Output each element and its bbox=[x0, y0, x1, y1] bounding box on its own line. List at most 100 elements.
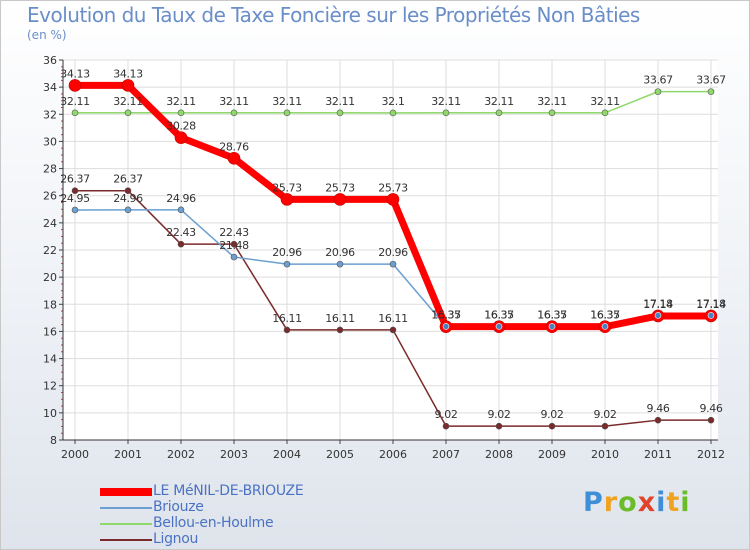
x-tick-label: 2002 bbox=[167, 448, 195, 461]
data-label-2: 32.11 bbox=[484, 95, 514, 108]
data-point-1-overlay bbox=[548, 323, 556, 330]
y-tick-label: 26 bbox=[43, 190, 57, 203]
data-label-2: 32.11 bbox=[166, 95, 196, 108]
data-point-1-overlay bbox=[707, 312, 715, 319]
data-label-0: 28.76 bbox=[219, 140, 249, 153]
data-label-1: 17.18 bbox=[643, 297, 673, 310]
data-label-1: 21.48 bbox=[219, 239, 249, 252]
y-tick-label: 16 bbox=[43, 325, 57, 338]
data-label-1: 16.37 bbox=[590, 308, 620, 321]
legend-item-lignou: Lignou bbox=[100, 531, 360, 548]
data-point-0 bbox=[227, 151, 241, 165]
data-point-2 bbox=[495, 109, 503, 117]
data-label-1: 16.37 bbox=[537, 308, 567, 321]
data-point-1 bbox=[230, 253, 238, 261]
data-label-3: 16.11 bbox=[325, 312, 355, 325]
data-label-3: 9.02 bbox=[594, 408, 617, 421]
data-point-2 bbox=[601, 109, 609, 117]
x-tick-label: 2009 bbox=[538, 448, 566, 461]
data-point-3 bbox=[548, 422, 556, 430]
x-tick-label: 2005 bbox=[326, 448, 354, 461]
data-point-2 bbox=[177, 109, 185, 117]
legend-item-menil: LE MéNIL-DE-BRIOUZE bbox=[100, 483, 360, 500]
y-tick-label: 22 bbox=[43, 244, 57, 257]
data-label-0: 16.35 bbox=[590, 309, 620, 322]
logo-letter: t bbox=[666, 487, 681, 518]
data-label-3: 26.37 bbox=[60, 173, 90, 186]
data-point-1 bbox=[336, 260, 344, 268]
data-label-0: 25.73 bbox=[325, 181, 355, 194]
data-point-0 bbox=[280, 193, 294, 206]
legend-label-menil: LE MéNIL-DE-BRIOUZE bbox=[153, 483, 304, 499]
legend-swatch-briouze bbox=[100, 507, 152, 509]
data-point-1 bbox=[389, 260, 397, 268]
data-label-2: 32.11 bbox=[272, 95, 302, 108]
data-point-1 bbox=[283, 260, 291, 268]
data-point-0 bbox=[174, 131, 188, 144]
data-label-0: 25.73 bbox=[272, 181, 302, 194]
data-point-3 bbox=[654, 416, 662, 424]
data-label-0: 16.35 bbox=[484, 309, 514, 322]
data-label-3: 9.46 bbox=[700, 402, 723, 415]
data-point-3 bbox=[707, 416, 715, 424]
data-label-1: 20.96 bbox=[272, 246, 302, 259]
data-label-2: 32.11 bbox=[219, 95, 249, 108]
x-tick-label: 2004 bbox=[273, 448, 301, 461]
logo-letter: r bbox=[603, 487, 619, 518]
legend-label-lignou: Lignou bbox=[153, 531, 199, 547]
data-label-2: 32.11 bbox=[60, 95, 90, 108]
logo-letter: o bbox=[618, 487, 638, 518]
data-point-2 bbox=[336, 109, 344, 117]
y-tick-label: 14 bbox=[43, 353, 57, 366]
y-tick-label: 36 bbox=[43, 54, 57, 67]
data-point-3 bbox=[230, 240, 238, 248]
x-tick-label: 2010 bbox=[591, 448, 619, 461]
legend-label-briouze: Briouze bbox=[153, 499, 204, 515]
legend: LE MéNIL-DE-BRIOUZE Briouze Bellou-en-Ho… bbox=[100, 483, 360, 548]
x-tick-label: 2000 bbox=[61, 448, 89, 461]
data-label-3: 9.46 bbox=[647, 402, 670, 415]
data-point-1-overlay bbox=[601, 323, 609, 330]
y-tick-label: 18 bbox=[43, 298, 57, 311]
data-point-1 bbox=[177, 206, 185, 214]
data-point-2 bbox=[389, 109, 397, 117]
y-tick-label: 8 bbox=[50, 434, 57, 447]
proxiti-logo: Proxiti bbox=[583, 487, 691, 518]
data-point-1-overlay bbox=[442, 323, 450, 330]
data-label-3: 9.02 bbox=[541, 408, 564, 421]
data-point-3 bbox=[336, 326, 344, 334]
data-label-0: 34.13 bbox=[113, 67, 143, 80]
x-tick-label: 2003 bbox=[220, 448, 248, 461]
data-point-2 bbox=[654, 88, 662, 95]
data-label-2: 32.11 bbox=[431, 95, 461, 108]
data-label-1: 16.37 bbox=[484, 308, 514, 321]
x-tick-label: 2006 bbox=[379, 448, 407, 461]
data-label-2: 32.11 bbox=[113, 95, 143, 108]
chart-subtitle: (en %) bbox=[27, 28, 67, 42]
y-tick-label: 12 bbox=[43, 380, 57, 393]
data-point-3 bbox=[283, 326, 291, 334]
y-tick-label: 10 bbox=[43, 407, 57, 420]
data-label-2: 32.11 bbox=[590, 95, 620, 108]
data-point-0 bbox=[386, 193, 400, 206]
data-point-0 bbox=[121, 79, 135, 92]
data-point-3 bbox=[495, 422, 503, 430]
data-point-2 bbox=[71, 109, 79, 117]
legend-swatch-menil bbox=[100, 488, 152, 496]
x-tick-label: 2012 bbox=[697, 448, 725, 461]
legend-item-briouze: Briouze bbox=[100, 499, 360, 516]
data-label-0: 16.35 bbox=[537, 309, 567, 322]
y-tick-label: 32 bbox=[43, 108, 57, 121]
data-label-1: 24.95 bbox=[60, 192, 90, 205]
y-tick-label: 20 bbox=[43, 271, 57, 284]
y-tick-label: 24 bbox=[43, 217, 57, 230]
data-label-2: 32.11 bbox=[537, 95, 567, 108]
data-point-2 bbox=[707, 88, 715, 95]
x-tick-label: 2008 bbox=[485, 448, 513, 461]
data-point-1 bbox=[124, 206, 132, 214]
data-label-2: 32.11 bbox=[325, 95, 355, 108]
data-point-2 bbox=[124, 109, 132, 117]
x-tick-label: 2007 bbox=[432, 448, 460, 461]
data-point-1 bbox=[71, 206, 79, 214]
